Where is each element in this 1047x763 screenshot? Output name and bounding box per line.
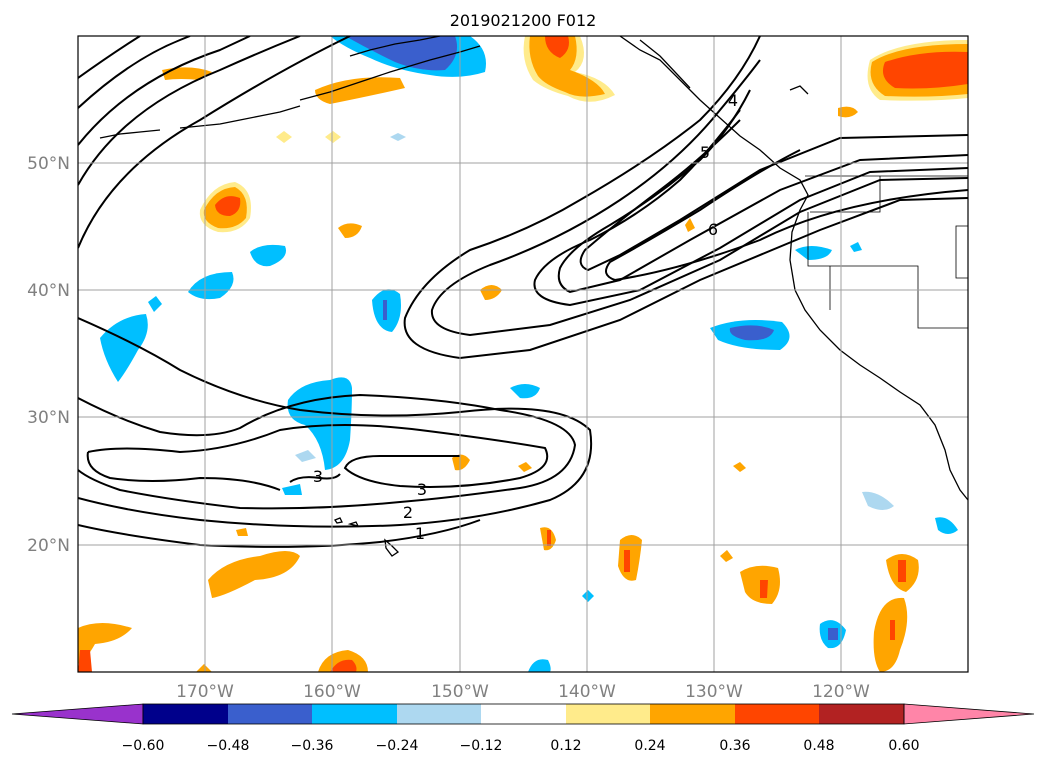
colorbar-segment <box>228 704 312 724</box>
colorbar-tick-labels: −0.60 −0.48 −0.36 −0.24 −0.12 0.12 0.24 … <box>122 738 920 754</box>
lat-label: 50°N <box>27 154 70 174</box>
lat-label: 40°N <box>27 281 70 301</box>
map-plot-area: 1 2 3 3 4 5 6 <box>77 35 969 673</box>
contour-label: 4 <box>728 91 738 110</box>
contour-label: 6 <box>708 220 718 239</box>
colorbar-tick-label: −0.60 <box>122 738 165 754</box>
colorbar-tick-label: 0.12 <box>550 738 581 754</box>
colorbar: −0.60 −0.48 −0.36 −0.24 −0.12 0.12 0.24 … <box>11 703 1035 754</box>
colorbar-tick-label: 0.60 <box>888 738 919 754</box>
colorbar-segment <box>650 704 735 724</box>
colorbar-segment <box>481 704 566 724</box>
contour-label: 1 <box>415 524 425 543</box>
contour-label: 2 <box>403 503 413 522</box>
contour-labels: 1 2 3 3 4 5 6 <box>313 91 738 543</box>
coastlines <box>99 36 968 557</box>
contour-label: 3 <box>313 467 323 486</box>
lat-label: 30°N <box>27 408 70 428</box>
colorbar-segment <box>143 704 228 724</box>
gridlines <box>78 36 968 672</box>
colorbar-tick-label: 0.36 <box>719 738 750 754</box>
colorbar-segment <box>819 704 904 724</box>
height-contours <box>78 36 968 548</box>
colorbar-segment <box>735 704 819 724</box>
colorbar-tick-label: 0.48 <box>803 738 834 754</box>
colorbar-extend-low <box>11 703 144 725</box>
longitude-labels: 170°W 160°W 150°W 140°W 130°W 120°W <box>176 682 870 702</box>
lon-label: 130°W <box>685 682 743 702</box>
colorbar-tick-label: −0.48 <box>207 738 250 754</box>
colorbar-tick-label: −0.36 <box>291 738 334 754</box>
contour-label: 3 <box>417 480 427 499</box>
colorbar-tick-label: −0.12 <box>460 738 503 754</box>
colorbar-segment <box>397 704 481 724</box>
colorbar-segment <box>312 704 397 724</box>
lon-label: 150°W <box>431 682 489 702</box>
lon-label: 160°W <box>303 682 361 702</box>
map-title: 2019021200 F012 <box>450 11 597 30</box>
lat-label: 20°N <box>27 536 70 556</box>
latitude-labels: 50°N 40°N 30°N 20°N <box>27 154 70 556</box>
contour-label: 5 <box>700 143 710 162</box>
colorbar-extend-high <box>903 703 1035 725</box>
shaded-anomaly-fields <box>78 36 968 672</box>
colorbar-segment <box>566 704 650 724</box>
colorbar-segments <box>11 703 1035 725</box>
colorbar-frame <box>142 703 905 725</box>
lon-label: 120°W <box>812 682 870 702</box>
colorbar-tick-label: −0.24 <box>376 738 419 754</box>
colorbar-tick-label: 0.24 <box>634 738 665 754</box>
lon-label: 140°W <box>558 682 616 702</box>
lon-label: 170°W <box>176 682 234 702</box>
